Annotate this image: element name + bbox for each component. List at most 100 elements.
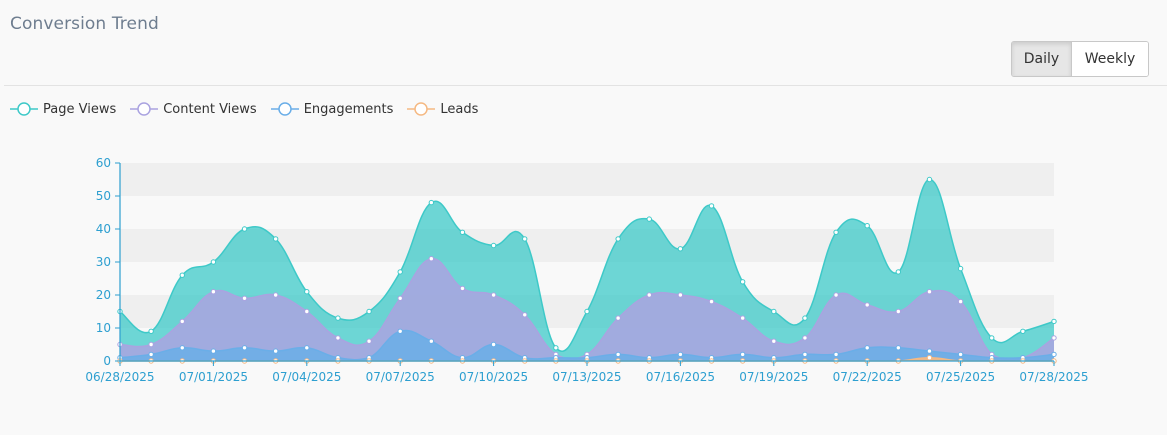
point-page-views[interactable] [241,226,248,232]
point-engagements[interactable] [926,348,933,354]
point-content-views[interactable] [366,338,372,344]
period-toggle: Daily Weekly [1011,41,1149,77]
point-page-views[interactable] [615,236,621,242]
point-engagements[interactable] [304,345,310,351]
point-page-views[interactable] [584,308,590,315]
point-content-views[interactable] [428,256,435,262]
x-tick-label: 06/28/2025 [85,370,154,384]
point-page-views[interactable] [957,265,964,272]
point-page-views[interactable] [397,269,403,275]
legend-label: Leads [440,101,479,117]
x-tick-label: 07/13/2025 [552,370,621,384]
point-page-views[interactable] [459,229,466,236]
point-engagements[interactable] [615,351,621,358]
point-engagements[interactable] [677,351,684,358]
point-page-views[interactable] [272,236,279,242]
point-leads[interactable] [926,355,933,361]
point-engagements[interactable] [241,345,248,351]
point-page-views[interactable] [864,223,870,229]
point-page-views[interactable] [989,335,995,341]
x-tick-label: 07/16/2025 [646,370,715,384]
point-content-views[interactable] [802,335,808,341]
point-content-views[interactable] [335,335,341,341]
point-engagements[interactable] [179,345,185,351]
point-content-views[interactable] [522,312,528,318]
point-page-views[interactable] [739,279,746,285]
point-engagements[interactable] [272,348,279,354]
point-engagements[interactable] [490,341,497,348]
point-page-views[interactable] [335,315,341,321]
point-page-views[interactable] [895,269,902,275]
point-page-views[interactable] [553,345,559,351]
chart-legend: Page Views Content Views Engagements Leads [10,100,492,118]
daily-button[interactable]: Daily [1012,42,1072,76]
point-engagements[interactable] [833,351,839,358]
point-engagements[interactable] [864,345,870,351]
point-page-views[interactable] [304,289,310,295]
y-tick-label: 40 [96,222,111,236]
point-engagements[interactable] [802,351,808,358]
legend-item-content-views[interactable]: Content Views [130,100,257,118]
point-page-views[interactable] [771,308,777,315]
point-content-views[interactable] [241,295,248,301]
point-content-views[interactable] [148,341,154,348]
point-content-views[interactable] [210,289,217,295]
legend-item-page-views[interactable]: Page Views [10,100,116,118]
point-content-views[interactable] [833,292,839,298]
x-tick-label: 07/22/2025 [833,370,902,384]
legend-label: Engagements [303,101,394,117]
point-page-views[interactable] [1051,318,1057,325]
point-page-views[interactable] [833,229,839,236]
point-content-views[interactable] [708,298,715,305]
y-tick-label: 20 [96,288,111,302]
panel-title: Conversion Trend [10,14,159,34]
point-content-views[interactable] [397,295,403,301]
y-tick-label: 60 [96,156,111,170]
legend-item-engagements[interactable]: Engagements [270,100,394,118]
point-content-views[interactable] [179,318,185,325]
point-content-views[interactable] [677,292,684,298]
point-content-views[interactable] [459,285,466,292]
point-engagements[interactable] [148,351,154,358]
point-page-views[interactable] [926,176,933,183]
weekly-button[interactable]: Weekly [1072,42,1148,76]
point-content-views[interactable] [895,308,902,315]
point-content-views[interactable] [957,298,964,305]
legend-item-leads[interactable]: Leads [407,100,478,118]
point-engagements[interactable] [397,328,403,334]
point-content-views[interactable] [771,338,777,344]
point-page-views[interactable] [366,308,372,315]
point-engagements[interactable] [739,351,746,358]
point-engagements[interactable] [428,338,435,344]
point-page-views[interactable] [179,272,185,278]
point-page-views[interactable] [148,328,154,334]
point-engagements[interactable] [957,351,964,358]
point-page-views[interactable] [522,236,528,242]
legend-marker-icon [270,102,299,116]
point-content-views[interactable] [272,292,279,298]
point-engagements[interactable] [1051,351,1057,358]
point-content-views[interactable] [490,292,497,298]
point-engagements[interactable] [895,345,902,351]
point-page-views[interactable] [490,242,497,249]
point-content-views[interactable] [926,289,933,295]
area-content-views [120,258,1054,361]
point-engagements[interactable] [210,348,217,354]
point-page-views[interactable] [708,203,715,209]
point-content-views[interactable] [615,315,621,321]
legend-marker-icon [407,102,436,116]
point-page-views[interactable] [646,216,652,222]
point-page-views[interactable] [1020,328,1026,334]
point-content-views[interactable] [1051,335,1057,341]
point-page-views[interactable] [428,199,435,206]
point-content-views[interactable] [304,308,310,315]
point-content-views[interactable] [739,315,746,321]
x-tick-label: 07/10/2025 [459,370,528,384]
point-page-views[interactable] [677,246,684,252]
point-content-views[interactable] [646,292,652,298]
point-content-views[interactable] [864,302,870,308]
point-page-views[interactable] [210,259,217,265]
legend-marker-icon [130,102,159,116]
point-page-views[interactable] [802,315,808,321]
